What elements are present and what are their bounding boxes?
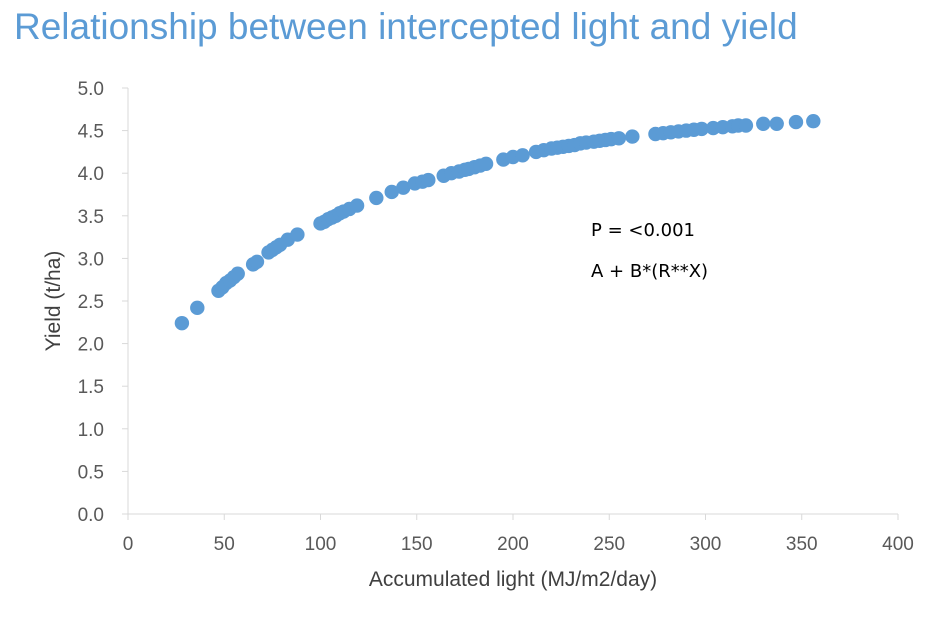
- data-point: [806, 114, 821, 129]
- y-tick-label: 3.5: [78, 207, 104, 228]
- x-tick-label: 300: [690, 534, 722, 555]
- data-point: [174, 315, 190, 331]
- data-points: [174, 114, 821, 331]
- y-tick-label: 0.5: [78, 462, 104, 483]
- data-point: [625, 129, 640, 144]
- y-tick-label: 0.0: [78, 505, 104, 526]
- y-tick-label: 1.0: [78, 420, 104, 441]
- x-tick-label: 200: [497, 534, 529, 555]
- y-axis-title: Yield (t/ha): [42, 251, 65, 352]
- data-point: [396, 180, 411, 195]
- data-point: [290, 227, 305, 242]
- y-tick-label: 1.5: [78, 377, 104, 398]
- x-tick-label: 400: [882, 534, 914, 555]
- x-tick-label: 150: [401, 534, 433, 555]
- data-point: [190, 300, 205, 316]
- x-tick-label: 0: [123, 534, 134, 555]
- data-point: [769, 116, 784, 131]
- chart-title: Relationship between intercepted light a…: [14, 6, 798, 47]
- x-tick-label: 250: [593, 534, 625, 555]
- x-tick-label: 50: [214, 534, 235, 555]
- data-point: [384, 184, 399, 200]
- y-tick-label: 5.0: [78, 79, 104, 100]
- x-axis-title: Accumulated light (MJ/m2/day): [369, 568, 657, 591]
- y-tick-label: 2.5: [78, 292, 104, 313]
- data-point: [478, 156, 494, 172]
- data-point: [515, 148, 530, 163]
- data-point: [230, 266, 245, 281]
- data-point: [788, 114, 804, 130]
- data-point: [249, 254, 265, 270]
- y-tick-label: 4.5: [78, 122, 104, 143]
- y-tick-label: 2.0: [78, 335, 104, 356]
- x-tick-label: 350: [786, 534, 818, 555]
- data-point: [349, 198, 365, 213]
- data-point: [738, 118, 754, 133]
- p-value-annotation: P = <0.001: [591, 220, 695, 241]
- model-formula-annotation: A + B*(R**X): [591, 261, 708, 282]
- y-tick-label: 3.0: [78, 249, 104, 270]
- data-point: [611, 131, 627, 146]
- data-point: [694, 121, 709, 137]
- y-tick-label: 4.0: [78, 164, 104, 185]
- data-point: [421, 172, 436, 188]
- data-point: [756, 116, 771, 131]
- chart-axes: 0.0 0.5 1.0 1.5 2.0 2.5 3.0 3.5 4.0 4.5 5.0 0 50 100 1…: [78, 79, 914, 555]
- data-point: [369, 190, 384, 206]
- x-tick-label: 100: [305, 534, 337, 555]
